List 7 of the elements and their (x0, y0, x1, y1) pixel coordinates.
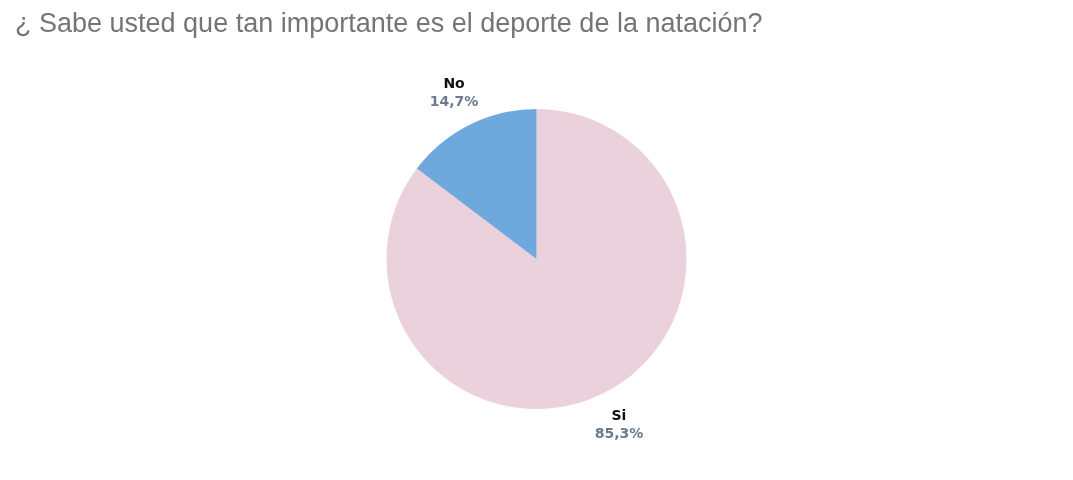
data-label: 14,7% (429, 93, 479, 110)
pie-slice (416, 109, 537, 259)
data-label: 85,3% (594, 424, 644, 441)
slice-label: No (443, 75, 466, 92)
chart-title: ¿ Sabe usted que tan importante es el deporte de la natación? (15, 8, 763, 38)
pie-slice (386, 109, 687, 409)
slice-label: Si (611, 406, 627, 423)
